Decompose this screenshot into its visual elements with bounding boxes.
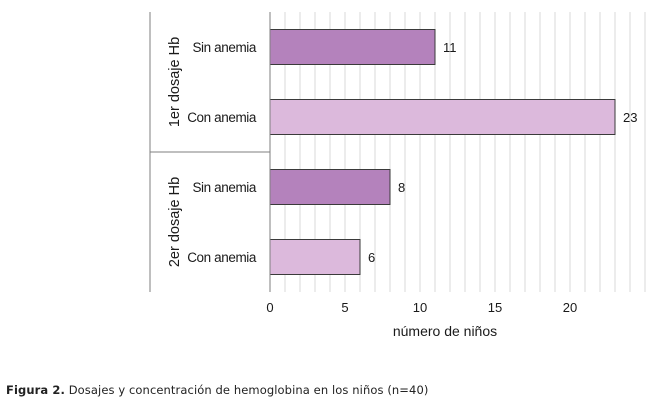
data-label: 23 xyxy=(623,110,637,125)
x-tick-label: 15 xyxy=(488,300,502,315)
category-label: Con anemia xyxy=(187,250,257,265)
caption-text: Dosajes y concentración de hemoglobina e… xyxy=(64,383,429,397)
category-label: Sin anemia xyxy=(192,180,256,195)
group-label: 1er dosaje Hb xyxy=(167,37,183,127)
caption-label: Figura 2. xyxy=(6,383,65,397)
bar-chart: 11 Sin anemia 23 Con anemia 1er dosaje Hb 8 Si… xyxy=(149,12,646,339)
x-tick-label: 10 xyxy=(413,300,427,315)
bar xyxy=(269,239,361,275)
bar xyxy=(269,29,436,65)
data-label: 6 xyxy=(368,250,375,265)
data-label: 8 xyxy=(398,180,405,195)
axes: 0 5 10 15 20 xyxy=(149,12,577,315)
group-label: 2er dosaje Hb xyxy=(167,177,183,267)
bar xyxy=(269,169,391,205)
figure-caption: Figura 2. Dosajes y concentración de hem… xyxy=(6,383,428,397)
x-axis-title: número de niños xyxy=(393,323,497,339)
bar xyxy=(269,99,616,135)
bar-series xyxy=(269,29,616,275)
data-label: 11 xyxy=(443,40,457,55)
x-tick-label: 5 xyxy=(341,300,348,315)
category-label: Con anemia xyxy=(187,110,257,125)
x-tick-label: 20 xyxy=(563,300,577,315)
category-label: Sin anemia xyxy=(192,40,256,55)
x-tick-label: 0 xyxy=(266,300,273,315)
data-labels: 11 Sin anemia 23 Con anemia 1er dosaje Hb 8 Si… xyxy=(167,37,637,267)
